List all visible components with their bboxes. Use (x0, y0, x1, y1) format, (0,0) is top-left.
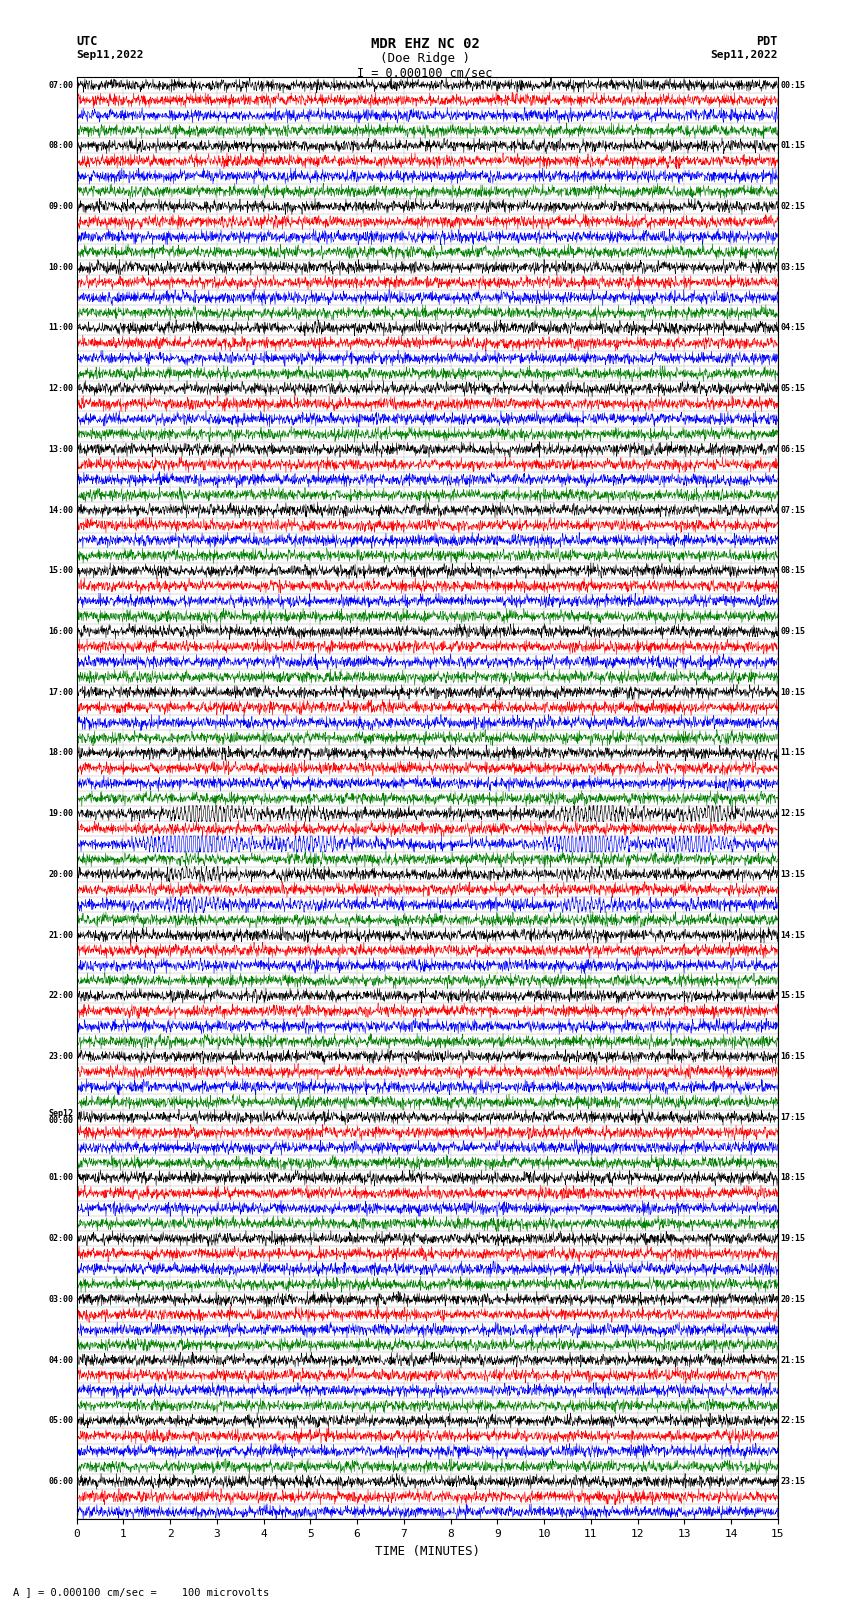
Text: 22:15: 22:15 (780, 1416, 806, 1426)
Text: 10:15: 10:15 (780, 687, 806, 697)
Text: Sep11,2022: Sep11,2022 (76, 50, 144, 60)
Text: 10:00: 10:00 (48, 263, 74, 271)
Text: PDT: PDT (756, 35, 778, 48)
Text: I = 0.000100 cm/sec: I = 0.000100 cm/sec (357, 66, 493, 79)
Text: 21:00: 21:00 (48, 931, 74, 939)
Text: 04:15: 04:15 (780, 323, 806, 332)
Text: 09:00: 09:00 (48, 202, 74, 211)
Text: 23:00: 23:00 (48, 1052, 74, 1061)
Text: 21:15: 21:15 (780, 1355, 806, 1365)
Text: 05:15: 05:15 (780, 384, 806, 394)
Text: 19:15: 19:15 (780, 1234, 806, 1244)
Text: 06:15: 06:15 (780, 445, 806, 453)
Text: 14:15: 14:15 (780, 931, 806, 939)
Text: 03:15: 03:15 (780, 263, 806, 271)
Text: Sep11,2022: Sep11,2022 (711, 50, 778, 60)
Text: A ] = 0.000100 cm/sec =    100 microvolts: A ] = 0.000100 cm/sec = 100 microvolts (13, 1587, 269, 1597)
Text: 20:00: 20:00 (48, 869, 74, 879)
Text: 02:15: 02:15 (780, 202, 806, 211)
Text: 13:00: 13:00 (48, 445, 74, 453)
Text: 23:15: 23:15 (780, 1478, 806, 1486)
Text: 15:00: 15:00 (48, 566, 74, 576)
Text: 17:15: 17:15 (780, 1113, 806, 1121)
Text: 00:00: 00:00 (48, 1116, 74, 1126)
Text: 00:15: 00:15 (780, 81, 806, 89)
Text: 11:15: 11:15 (780, 748, 806, 758)
Text: Sep12: Sep12 (48, 1108, 74, 1118)
Text: 03:00: 03:00 (48, 1295, 74, 1303)
Text: 08:00: 08:00 (48, 142, 74, 150)
Text: 16:00: 16:00 (48, 627, 74, 636)
Text: 02:00: 02:00 (48, 1234, 74, 1244)
Text: 12:15: 12:15 (780, 810, 806, 818)
Text: 18:15: 18:15 (780, 1173, 806, 1182)
Text: MDR EHZ NC 02: MDR EHZ NC 02 (371, 37, 479, 52)
Text: 19:00: 19:00 (48, 810, 74, 818)
Text: UTC: UTC (76, 35, 98, 48)
Text: 06:00: 06:00 (48, 1478, 74, 1486)
Text: 01:15: 01:15 (780, 142, 806, 150)
Text: 07:00: 07:00 (48, 81, 74, 89)
Text: 16:15: 16:15 (780, 1052, 806, 1061)
Text: 15:15: 15:15 (780, 992, 806, 1000)
Text: 18:00: 18:00 (48, 748, 74, 758)
Text: 05:00: 05:00 (48, 1416, 74, 1426)
Text: 14:00: 14:00 (48, 505, 74, 515)
Text: 22:00: 22:00 (48, 992, 74, 1000)
Text: 09:15: 09:15 (780, 627, 806, 636)
Text: 13:15: 13:15 (780, 869, 806, 879)
Text: 08:15: 08:15 (780, 566, 806, 576)
Text: 04:00: 04:00 (48, 1355, 74, 1365)
Text: 17:00: 17:00 (48, 687, 74, 697)
Text: (Doe Ridge ): (Doe Ridge ) (380, 52, 470, 65)
Text: 07:15: 07:15 (780, 505, 806, 515)
X-axis label: TIME (MINUTES): TIME (MINUTES) (375, 1545, 479, 1558)
Text: 12:00: 12:00 (48, 384, 74, 394)
Text: 11:00: 11:00 (48, 323, 74, 332)
Text: 20:15: 20:15 (780, 1295, 806, 1303)
Text: 01:00: 01:00 (48, 1173, 74, 1182)
